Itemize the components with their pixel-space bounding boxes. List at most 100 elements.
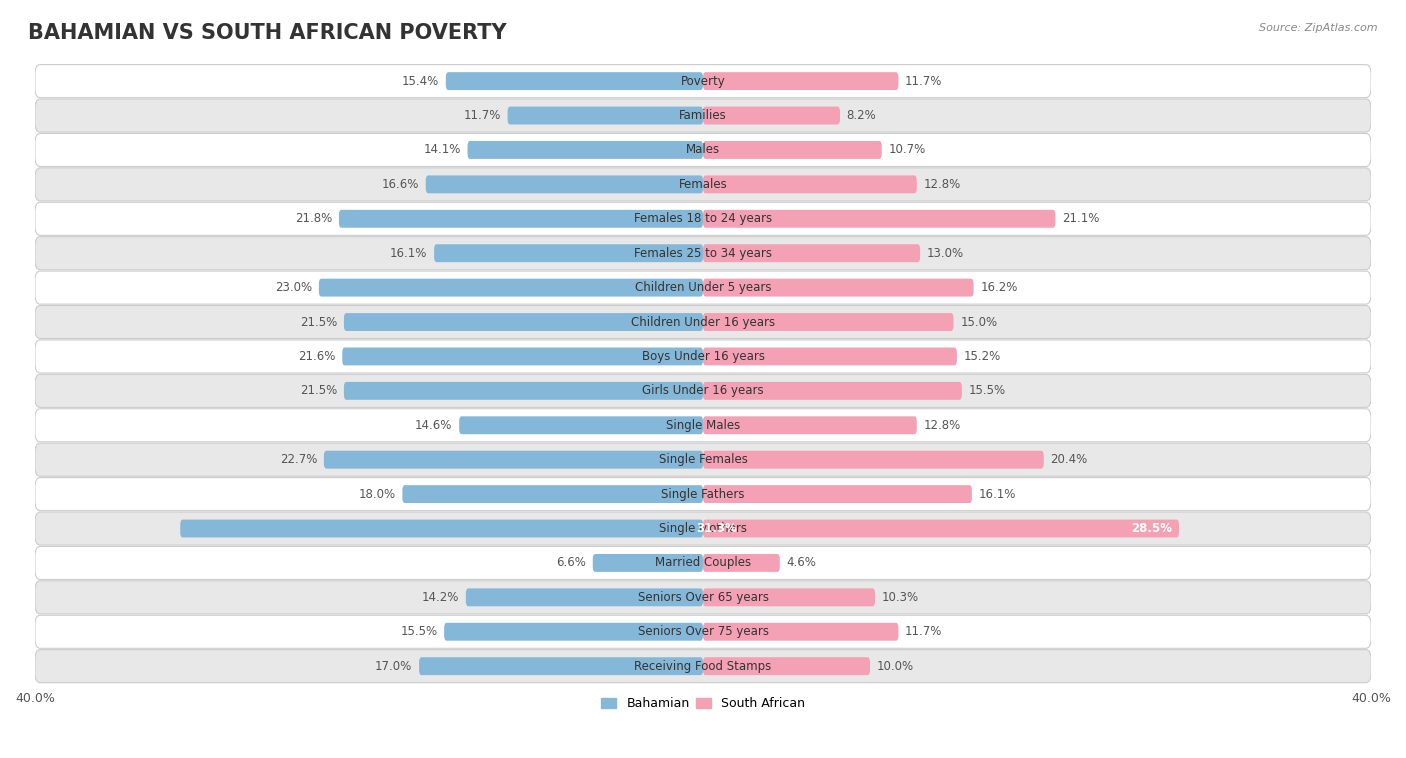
FancyBboxPatch shape <box>703 107 839 124</box>
FancyBboxPatch shape <box>444 623 703 641</box>
FancyBboxPatch shape <box>703 210 1056 227</box>
Text: 12.8%: 12.8% <box>924 418 960 432</box>
Text: 15.5%: 15.5% <box>969 384 1005 397</box>
Text: 14.1%: 14.1% <box>423 143 461 156</box>
FancyBboxPatch shape <box>703 554 780 572</box>
Text: 20.4%: 20.4% <box>1050 453 1088 466</box>
Text: 10.7%: 10.7% <box>889 143 925 156</box>
FancyBboxPatch shape <box>35 547 1371 579</box>
FancyBboxPatch shape <box>426 175 703 193</box>
FancyBboxPatch shape <box>180 519 703 537</box>
FancyBboxPatch shape <box>465 588 703 606</box>
FancyBboxPatch shape <box>703 141 882 159</box>
FancyBboxPatch shape <box>468 141 703 159</box>
FancyBboxPatch shape <box>446 72 703 90</box>
Text: 11.7%: 11.7% <box>905 625 942 638</box>
Text: Source: ZipAtlas.com: Source: ZipAtlas.com <box>1260 23 1378 33</box>
Text: 12.8%: 12.8% <box>924 178 960 191</box>
FancyBboxPatch shape <box>703 657 870 675</box>
FancyBboxPatch shape <box>344 313 703 331</box>
FancyBboxPatch shape <box>434 244 703 262</box>
FancyBboxPatch shape <box>593 554 703 572</box>
Text: 21.5%: 21.5% <box>299 315 337 328</box>
FancyBboxPatch shape <box>35 340 1371 373</box>
Text: Females 25 to 34 years: Females 25 to 34 years <box>634 246 772 260</box>
FancyBboxPatch shape <box>703 485 972 503</box>
Text: Single Females: Single Females <box>658 453 748 466</box>
Text: Families: Families <box>679 109 727 122</box>
FancyBboxPatch shape <box>703 588 875 606</box>
Text: 15.4%: 15.4% <box>402 74 439 88</box>
FancyBboxPatch shape <box>703 313 953 331</box>
Text: 21.1%: 21.1% <box>1062 212 1099 225</box>
Text: Children Under 5 years: Children Under 5 years <box>634 281 772 294</box>
FancyBboxPatch shape <box>35 581 1371 614</box>
FancyBboxPatch shape <box>339 210 703 227</box>
FancyBboxPatch shape <box>703 347 957 365</box>
FancyBboxPatch shape <box>35 478 1371 511</box>
Text: Poverty: Poverty <box>681 74 725 88</box>
FancyBboxPatch shape <box>35 202 1371 235</box>
FancyBboxPatch shape <box>402 485 703 503</box>
Text: 18.0%: 18.0% <box>359 487 395 500</box>
FancyBboxPatch shape <box>703 279 973 296</box>
FancyBboxPatch shape <box>460 416 703 434</box>
FancyBboxPatch shape <box>703 175 917 193</box>
FancyBboxPatch shape <box>35 305 1371 339</box>
FancyBboxPatch shape <box>342 347 703 365</box>
Text: 14.2%: 14.2% <box>422 590 460 604</box>
FancyBboxPatch shape <box>35 443 1371 476</box>
Text: Males: Males <box>686 143 720 156</box>
Text: 16.6%: 16.6% <box>381 178 419 191</box>
Text: Single Mothers: Single Mothers <box>659 522 747 535</box>
Text: 17.0%: 17.0% <box>375 659 412 672</box>
FancyBboxPatch shape <box>319 279 703 296</box>
FancyBboxPatch shape <box>35 650 1371 683</box>
FancyBboxPatch shape <box>35 99 1371 132</box>
Text: 10.0%: 10.0% <box>877 659 914 672</box>
Text: Seniors Over 75 years: Seniors Over 75 years <box>637 625 769 638</box>
FancyBboxPatch shape <box>35 512 1371 545</box>
Text: Boys Under 16 years: Boys Under 16 years <box>641 350 765 363</box>
Text: Married Couples: Married Couples <box>655 556 751 569</box>
Text: BAHAMIAN VS SOUTH AFRICAN POVERTY: BAHAMIAN VS SOUTH AFRICAN POVERTY <box>28 23 506 42</box>
FancyBboxPatch shape <box>508 107 703 124</box>
FancyBboxPatch shape <box>703 244 920 262</box>
Text: 6.6%: 6.6% <box>557 556 586 569</box>
Text: 22.7%: 22.7% <box>280 453 318 466</box>
Text: 15.2%: 15.2% <box>963 350 1001 363</box>
FancyBboxPatch shape <box>344 382 703 399</box>
Text: 15.0%: 15.0% <box>960 315 997 328</box>
Text: Females: Females <box>679 178 727 191</box>
Text: 14.6%: 14.6% <box>415 418 453 432</box>
Text: Single Males: Single Males <box>666 418 740 432</box>
Text: 8.2%: 8.2% <box>846 109 876 122</box>
Text: 15.5%: 15.5% <box>401 625 437 638</box>
FancyBboxPatch shape <box>703 519 1180 537</box>
Text: Girls Under 16 years: Girls Under 16 years <box>643 384 763 397</box>
Text: 4.6%: 4.6% <box>786 556 817 569</box>
FancyBboxPatch shape <box>35 236 1371 270</box>
Text: Children Under 16 years: Children Under 16 years <box>631 315 775 328</box>
Text: 21.6%: 21.6% <box>298 350 336 363</box>
FancyBboxPatch shape <box>35 133 1371 167</box>
Text: Single Fathers: Single Fathers <box>661 487 745 500</box>
FancyBboxPatch shape <box>35 374 1371 407</box>
FancyBboxPatch shape <box>703 72 898 90</box>
Text: 13.0%: 13.0% <box>927 246 965 260</box>
FancyBboxPatch shape <box>703 451 1043 468</box>
Legend: Bahamian, South African: Bahamian, South African <box>596 692 810 715</box>
Text: Females 18 to 24 years: Females 18 to 24 years <box>634 212 772 225</box>
Text: 16.1%: 16.1% <box>979 487 1017 500</box>
FancyBboxPatch shape <box>35 409 1371 442</box>
FancyBboxPatch shape <box>35 64 1371 98</box>
Text: 21.5%: 21.5% <box>299 384 337 397</box>
FancyBboxPatch shape <box>703 416 917 434</box>
Text: Receiving Food Stamps: Receiving Food Stamps <box>634 659 772 672</box>
FancyBboxPatch shape <box>35 615 1371 648</box>
FancyBboxPatch shape <box>419 657 703 675</box>
Text: 10.3%: 10.3% <box>882 590 920 604</box>
FancyBboxPatch shape <box>323 451 703 468</box>
FancyBboxPatch shape <box>703 623 898 641</box>
Text: 16.2%: 16.2% <box>980 281 1018 294</box>
